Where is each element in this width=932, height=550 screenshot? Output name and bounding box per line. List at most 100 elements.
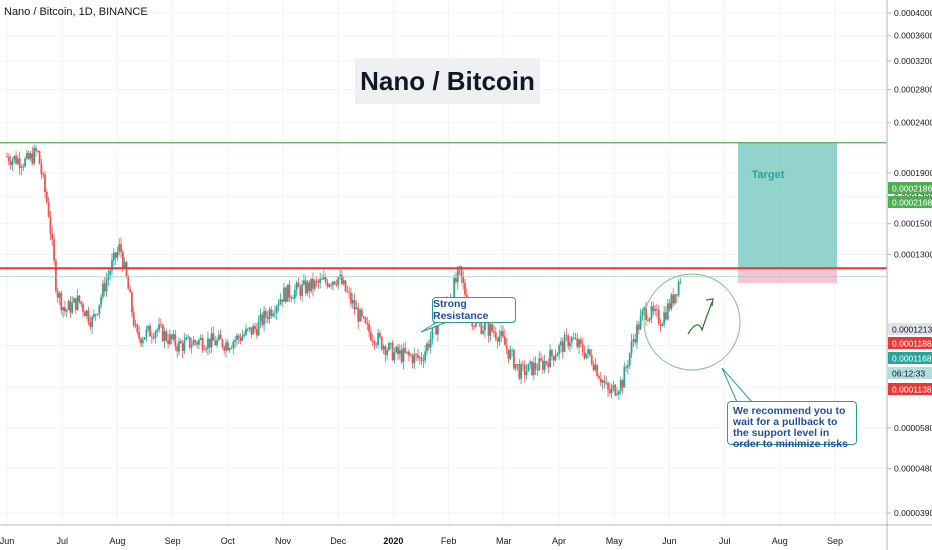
candle-body xyxy=(7,156,10,162)
candle-body xyxy=(138,332,141,339)
candle-body xyxy=(527,363,530,372)
candle-body xyxy=(417,354,419,359)
price-badge-label: 0.0002168 xyxy=(892,198,932,208)
candle-body xyxy=(675,294,678,296)
candle-body xyxy=(364,317,367,323)
price-badge: 0.0001188 xyxy=(888,337,932,349)
candle-body xyxy=(317,280,320,283)
candle-body xyxy=(554,356,557,361)
candle-body xyxy=(44,174,46,192)
candle-body xyxy=(375,344,378,346)
candle-body xyxy=(15,155,17,164)
candle-body xyxy=(404,348,407,353)
candle-body xyxy=(596,365,599,377)
candle-body xyxy=(223,347,226,351)
candle-body xyxy=(650,306,653,319)
candle-body xyxy=(100,296,103,305)
price-tick-label: 0.0001300 xyxy=(894,249,932,259)
candle-body xyxy=(301,284,303,296)
candle-body xyxy=(534,362,537,370)
candle-body xyxy=(531,361,533,376)
candle-body xyxy=(83,311,86,317)
candle-body xyxy=(569,342,571,347)
candle-body xyxy=(196,342,198,345)
candle-body xyxy=(255,328,258,336)
candle-body xyxy=(310,278,313,292)
candle-body xyxy=(398,350,401,355)
candle-body xyxy=(574,338,577,340)
candle-body xyxy=(578,339,580,347)
candle-body xyxy=(140,338,142,344)
symbol-header[interactable]: Nano / Bitcoin, 1D, BINANCE xyxy=(4,6,148,18)
candle-body xyxy=(453,278,456,299)
price-badge-label: 0.0001213 xyxy=(892,325,932,335)
candle-body xyxy=(556,353,559,357)
candle-body xyxy=(62,307,65,311)
price-badge-bg xyxy=(888,196,932,208)
price-badge: 0.0001213 xyxy=(888,323,932,335)
recommendation-callout-pointer xyxy=(721,367,753,403)
time-tick-label: Sep xyxy=(827,536,843,546)
time-tick-label: Dec xyxy=(330,536,347,546)
candle-body xyxy=(47,202,50,217)
candle-body xyxy=(275,306,278,313)
candle-body xyxy=(241,336,244,341)
candle-body xyxy=(121,251,124,269)
candle-body xyxy=(502,331,504,337)
candle-body xyxy=(494,332,497,339)
candle-body xyxy=(333,281,336,284)
candle-body xyxy=(181,343,184,351)
candle-body xyxy=(103,283,106,292)
time-tick-label: Aug xyxy=(109,536,125,546)
candle-body xyxy=(257,321,260,336)
candle-body xyxy=(304,280,307,294)
candle-body xyxy=(156,329,159,332)
candle-body xyxy=(266,317,269,320)
candle-body xyxy=(306,282,309,294)
candle-body xyxy=(632,339,635,342)
price-tick-label: 0.0000390 xyxy=(894,508,932,518)
candle-body xyxy=(581,343,584,353)
candle-body xyxy=(239,338,242,341)
candle-body xyxy=(561,341,564,352)
candle-body xyxy=(641,310,644,316)
candle-body xyxy=(643,307,646,311)
candle-body xyxy=(614,384,617,396)
candle-body xyxy=(49,216,52,234)
time-tick-label: May xyxy=(606,536,624,546)
candle-body xyxy=(129,289,132,293)
recommendation-callout[interactable]: We recommend you to wait for a pullback … xyxy=(727,401,857,450)
candle-body xyxy=(551,350,553,356)
candle-body xyxy=(514,364,517,369)
chart-grid xyxy=(0,0,887,525)
candle-body xyxy=(283,287,285,302)
candle-body xyxy=(252,325,255,335)
target-label: Target xyxy=(751,169,785,181)
candle-body xyxy=(326,281,329,287)
candle-body xyxy=(341,274,343,284)
candle-body xyxy=(179,341,182,344)
candle-body xyxy=(460,266,463,277)
candle-body xyxy=(71,302,74,313)
candle-body xyxy=(400,350,403,362)
candle-body xyxy=(637,324,640,330)
candle-body xyxy=(659,323,662,327)
candle-body xyxy=(672,294,675,304)
candle-body xyxy=(529,361,532,364)
price-tick-label: 0.0000580 xyxy=(894,423,932,433)
candle-body xyxy=(76,295,79,310)
candle-body xyxy=(82,304,84,312)
price-badge-bg xyxy=(888,383,932,395)
candle-body xyxy=(254,325,256,329)
candle-body xyxy=(512,350,515,369)
candle-body xyxy=(415,353,418,355)
candle-body xyxy=(395,346,398,353)
time-axis: Jun Jul Aug Sep Oct Nov Dec 2020 Feb Mar Apr May Jun… xyxy=(0,524,932,546)
strong-resistance-callout[interactable]: Strong Resistance xyxy=(432,297,516,323)
candle-body xyxy=(482,330,485,334)
time-tick-label: Aug xyxy=(772,536,788,546)
candle-body xyxy=(281,299,284,302)
candle-body xyxy=(391,343,394,361)
candle-body xyxy=(473,326,475,328)
